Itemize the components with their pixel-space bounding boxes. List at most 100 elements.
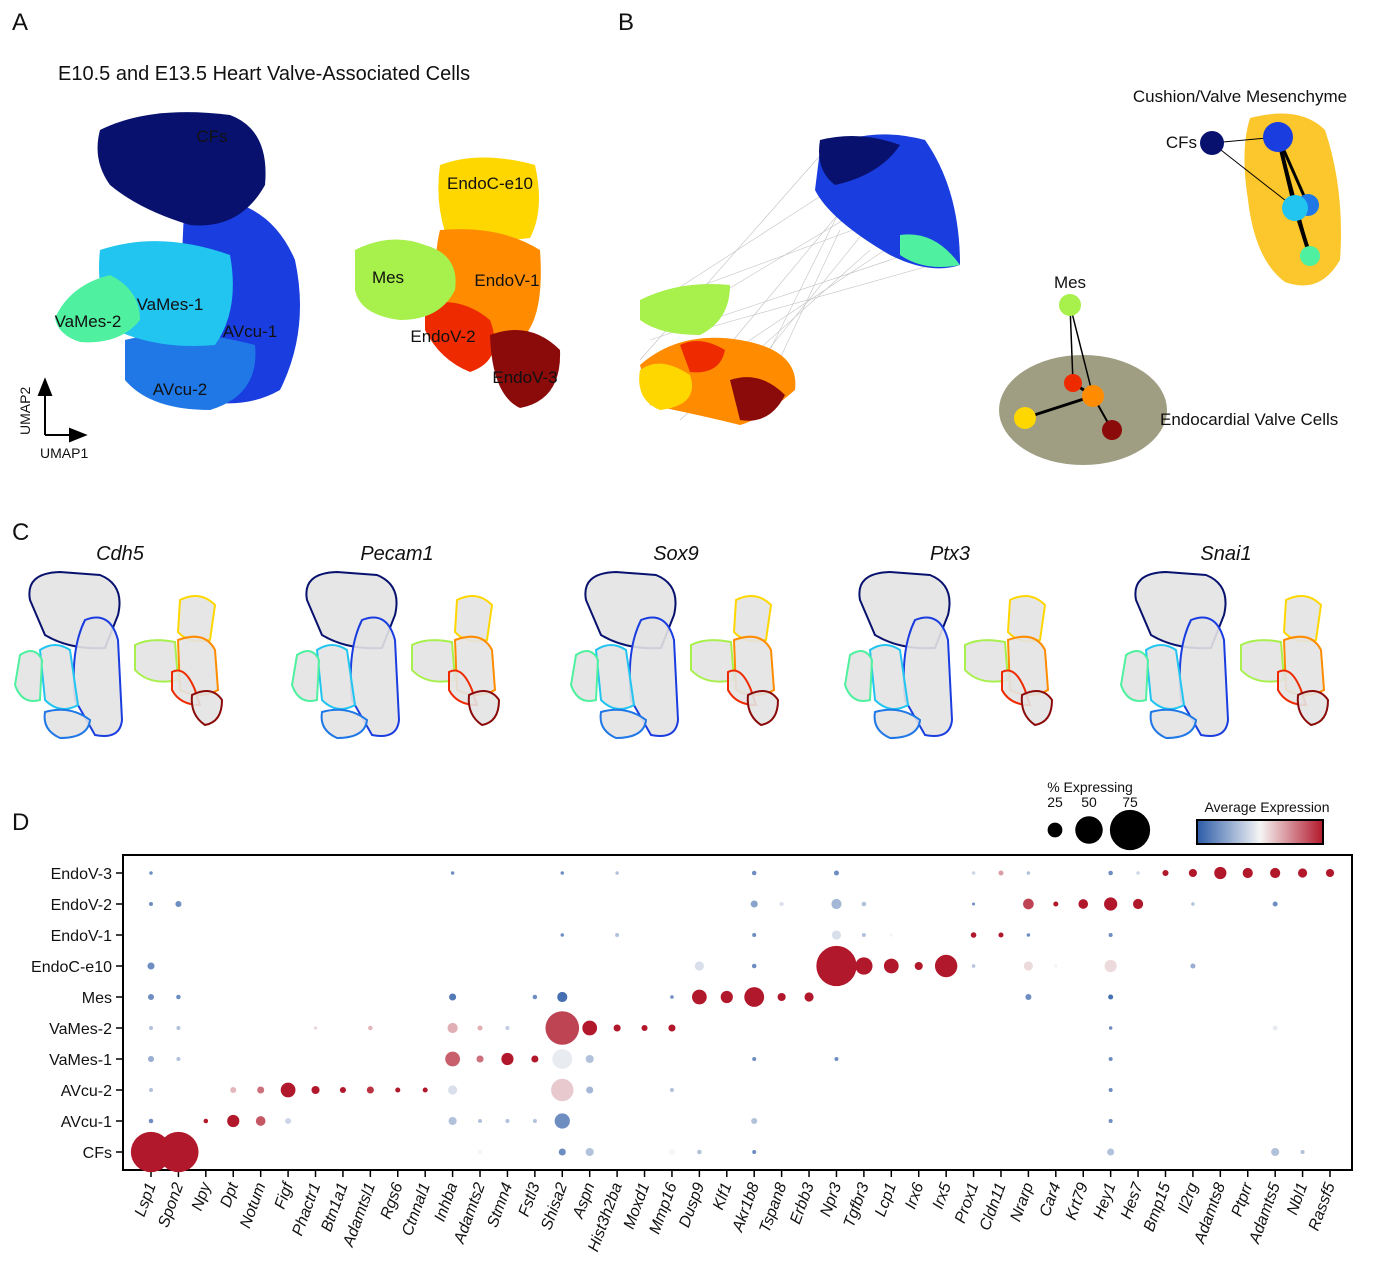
dot (532, 994, 538, 1000)
x-tick-label: Cldn11 (977, 1181, 1010, 1233)
dot (720, 990, 733, 1004)
y-tick-label: VaMes-2 (49, 1021, 112, 1038)
dot (833, 870, 839, 876)
dot (531, 1055, 539, 1063)
cluster-blob (438, 157, 539, 241)
dot (449, 993, 457, 1001)
dot (615, 871, 619, 875)
dot (148, 1087, 154, 1093)
cluster-label: CFs (196, 127, 227, 146)
dot (557, 991, 568, 1003)
dot (311, 1085, 320, 1095)
gene-title: Ptx3 (930, 543, 970, 565)
gene-title: Snai1 (1200, 543, 1251, 565)
dot (285, 1117, 292, 1125)
legend-dot (1047, 822, 1063, 838)
x-tick-label: Stmn4 (484, 1180, 516, 1229)
dot (203, 1118, 209, 1124)
dot (889, 933, 894, 937)
legend-dot (1075, 816, 1103, 844)
cluster-label: EndoV-2 (410, 327, 475, 346)
dot (582, 1020, 598, 1036)
dot (1023, 898, 1034, 910)
dot (641, 1024, 648, 1032)
dot (147, 993, 155, 1001)
x-tick-label: Shisa2 (538, 1180, 571, 1232)
dot (447, 1022, 458, 1034)
dot (1104, 959, 1117, 973)
x-tick-label: Dpt (218, 1180, 243, 1210)
x-tick-label: Krt79 (1063, 1180, 1092, 1222)
dot (501, 1052, 514, 1066)
dot (148, 901, 154, 907)
paga-graph (999, 113, 1341, 465)
cluster-label: VaMes-2 (55, 312, 122, 331)
dot (691, 989, 707, 1005)
arrowhead (69, 427, 88, 443)
dot (1191, 902, 1195, 906)
dot (395, 1087, 401, 1093)
dot (861, 901, 867, 907)
node-label: Mes (1054, 273, 1086, 292)
dot (1214, 866, 1227, 880)
panel-label: B (618, 9, 634, 36)
legend-title: % Expressing (1047, 779, 1133, 795)
dot (1132, 898, 1144, 910)
region-label: Endocardial Valve Cells (1160, 410, 1338, 429)
dot (816, 945, 857, 987)
dot (668, 1024, 676, 1032)
x-tick-label: Rgs6 (378, 1180, 407, 1221)
x-tick-label: Ptprr (1229, 1180, 1257, 1219)
dot (448, 1116, 457, 1126)
dot (751, 1117, 758, 1125)
cluster-blob (355, 239, 456, 320)
dot (147, 1055, 155, 1063)
y-tick-label: EndoV-3 (51, 866, 112, 883)
legend-label: 50 (1081, 794, 1097, 810)
dot (1300, 1149, 1305, 1155)
dot (545, 1011, 580, 1045)
feature-outline (290, 570, 501, 740)
dot (1108, 1056, 1113, 1062)
x-tick-label: Irx6 (902, 1180, 927, 1211)
dot (532, 1118, 537, 1124)
x-tick-label: Il2rg (1175, 1180, 1202, 1215)
x-tick-label: Lcp1 (872, 1181, 900, 1219)
x-tick-label: Erbb3 (787, 1180, 818, 1226)
legend-label: 75 (1122, 794, 1138, 810)
dot (834, 1056, 839, 1062)
gene-title: Pecam1 (360, 543, 433, 565)
x-tick-label: Notum (237, 1181, 269, 1231)
dot (560, 933, 565, 937)
dot (1136, 871, 1140, 875)
dot (1026, 933, 1031, 937)
axis-label: UMAP2 (17, 387, 33, 435)
dot (752, 932, 757, 938)
dot (1026, 871, 1031, 875)
feature-outline (13, 570, 224, 740)
x-tick-label: Aspn (570, 1180, 599, 1221)
y-tick-label: CFs (83, 1145, 112, 1162)
feature-outline (1119, 570, 1330, 740)
dot (855, 957, 873, 975)
dot (1188, 868, 1197, 878)
dot (972, 902, 976, 906)
dot (1162, 869, 1169, 877)
axis-label: UMAP1 (40, 445, 88, 461)
y-tick-label: VaMes-1 (49, 1052, 112, 1069)
colorbar (1196, 819, 1324, 845)
dot (1053, 901, 1059, 907)
dot (255, 1116, 266, 1126)
umap-axes (37, 377, 88, 443)
dot (1272, 901, 1278, 907)
dot (831, 898, 842, 910)
dot (1270, 867, 1281, 879)
x-tick-label: Irx5 (930, 1180, 955, 1211)
dot (883, 958, 899, 974)
dot (585, 1054, 594, 1064)
x-tick-label: Inhba (432, 1180, 462, 1224)
x-tick-label: Hey1 (1091, 1181, 1120, 1222)
legend-title: Average Expression (1204, 799, 1329, 815)
dot (505, 1118, 510, 1124)
legend-dot (1109, 809, 1151, 851)
